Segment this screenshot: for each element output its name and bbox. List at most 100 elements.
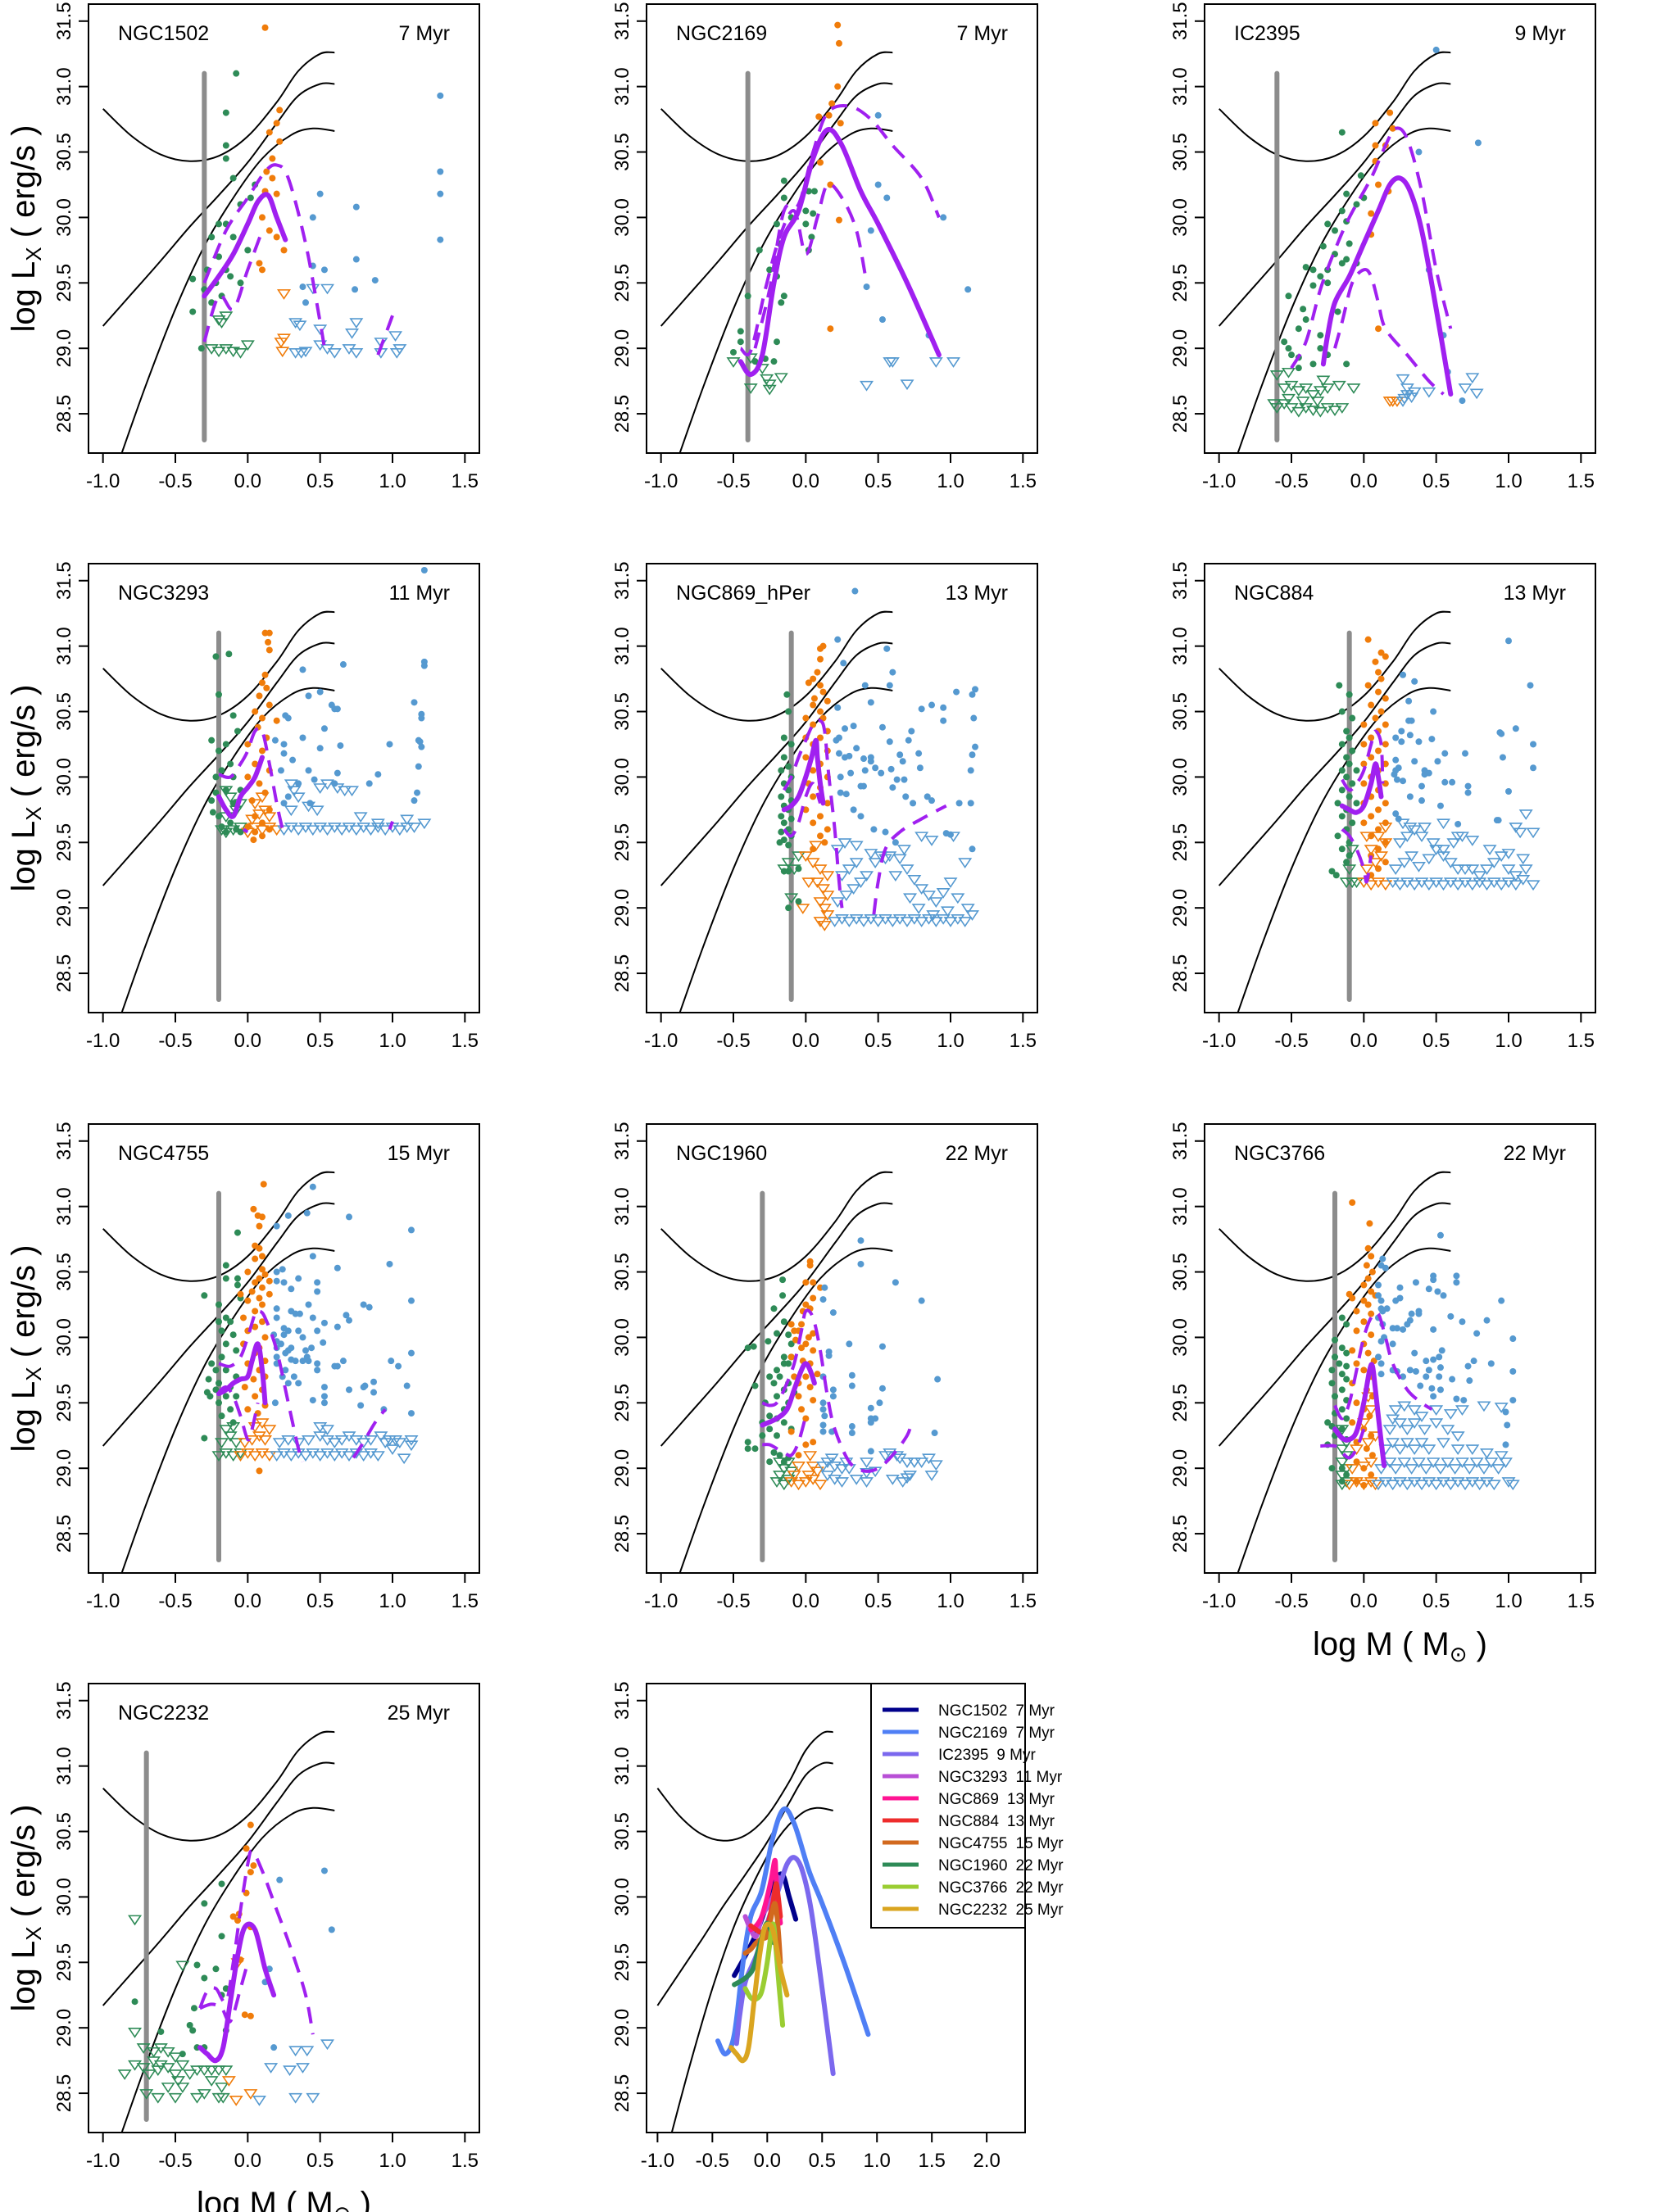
detection-point [1360, 1318, 1368, 1326]
upper-limit-point [792, 851, 806, 863]
upper-limit-point [293, 320, 307, 332]
detection-point [1449, 778, 1456, 786]
detection-point [876, 1399, 883, 1407]
detection-point [216, 813, 222, 820]
upper-limit-point [1386, 1414, 1400, 1426]
upper-limit-point [223, 792, 238, 804]
x-tick-label: 0.0 [234, 2150, 261, 2172]
detection-point [872, 1415, 879, 1422]
detection-point [309, 1397, 316, 1404]
upper-limit-point [1518, 864, 1533, 876]
detection-point [339, 661, 347, 669]
detection-point [1406, 732, 1414, 739]
legend-age: 7 Myr [1016, 1702, 1055, 1720]
x-tick-label: -0.5 [1274, 470, 1308, 492]
upper-limit-point [1422, 854, 1436, 865]
detection-point [785, 1360, 792, 1367]
detection-point [259, 747, 265, 755]
detection-point [774, 1393, 780, 1400]
upper-limit-point [1516, 875, 1531, 886]
detection-point [808, 233, 815, 241]
detection-point [259, 214, 265, 221]
detection-point [1405, 697, 1413, 705]
detection-point [1389, 125, 1396, 132]
detection-point [802, 220, 810, 228]
reference-curve-lower [678, 127, 893, 453]
plot-frame [646, 563, 1038, 1013]
detection-point [863, 283, 870, 291]
detection-point [1498, 730, 1505, 737]
upper-limit-point [1400, 1438, 1414, 1448]
panel-ic2395: -1.0 -0.5 0.0 0.5 1.0 1.5 28.5 29.0 29.5 30.0 30.5… [1169, 2, 1596, 492]
detection-point [1357, 172, 1364, 179]
upper-limit-point [190, 2065, 204, 2077]
detection-point [234, 1229, 241, 1236]
detection-point [209, 809, 216, 816]
detection-point [1343, 1349, 1350, 1357]
detection-point [837, 120, 844, 127]
detection-point [244, 741, 252, 748]
detection-point [1360, 1465, 1368, 1472]
plot-frame [88, 1123, 480, 1574]
detection-point [1368, 734, 1375, 741]
upper-limit-point [868, 858, 883, 869]
x-tick-label: 0.5 [809, 2150, 836, 2172]
upper-limit-point [234, 1451, 247, 1462]
upper-limit-point [1368, 858, 1382, 869]
detection-point [1434, 1288, 1441, 1295]
detection-point [756, 247, 763, 254]
detection-point [882, 828, 889, 836]
detection-point [848, 1430, 855, 1437]
y-tick-label: 29.0 [611, 1449, 633, 1488]
lower-quartile-curve [739, 182, 869, 357]
x-tick-label: 0.0 [234, 470, 261, 492]
reference-curve-middle [1218, 82, 1451, 327]
detection-point [1449, 1376, 1456, 1383]
detection-point [216, 747, 222, 755]
panel-ngc884: -1.0 -0.5 0.0 0.5 1.0 1.5 28.5 29.0 29.5 30.0 30.5… [1169, 561, 1596, 1052]
detection-point [407, 1297, 415, 1304]
detection-point [233, 1393, 240, 1400]
detection-point [320, 1867, 328, 1874]
upper-limit-point [1277, 383, 1291, 394]
detection-point [814, 1371, 821, 1378]
detection-point [795, 1452, 802, 1459]
upper-limit-point [320, 825, 334, 836]
upper-limit-point [1405, 851, 1419, 863]
detection-point [222, 142, 229, 149]
upper-limit-point [320, 283, 334, 295]
y-tick-label: 30.0 [1169, 1318, 1191, 1357]
detection-point [787, 741, 795, 748]
detection-point [1375, 325, 1382, 333]
detection-point [1302, 316, 1309, 324]
detection-point [1377, 1371, 1385, 1378]
upper-limit-point [1441, 1425, 1455, 1436]
series-line-ngc2169 [715, 1806, 871, 2057]
detection-point [252, 828, 259, 836]
x-tick-label: 1.0 [864, 2150, 891, 2172]
detection-point [853, 745, 860, 752]
detection-point [744, 1439, 751, 1446]
upper-limit-point [306, 825, 320, 836]
upper-limit-point [364, 825, 378, 836]
detection-point [371, 277, 379, 284]
x-tick-label: 0.0 [792, 470, 819, 492]
x-tick-label: 1.5 [452, 2150, 479, 2172]
upper-limit-point [958, 858, 973, 869]
upper-limit-point [1494, 851, 1509, 863]
upper-limit-point [240, 340, 255, 351]
legend-label: NGC4755 15 Myr [938, 1835, 1064, 1852]
upper-limit-point [1407, 825, 1422, 836]
lower-quartile-curve [242, 827, 249, 834]
x-axis-title: log M ( M⊙ ) [1313, 1626, 1487, 1666]
legend-name: NGC3766 [938, 1879, 1008, 1897]
upper-limit-point [860, 1457, 874, 1468]
y-axis-title-subscript: X [21, 806, 46, 820]
detection-point [842, 725, 849, 732]
plot-frame [646, 1123, 1038, 1574]
detection-point [395, 1362, 402, 1370]
upper-limit-point [1386, 1480, 1400, 1491]
upper-limit-point [327, 1451, 342, 1462]
detection-point [407, 1349, 415, 1357]
upper-limit-point [168, 2069, 183, 2080]
